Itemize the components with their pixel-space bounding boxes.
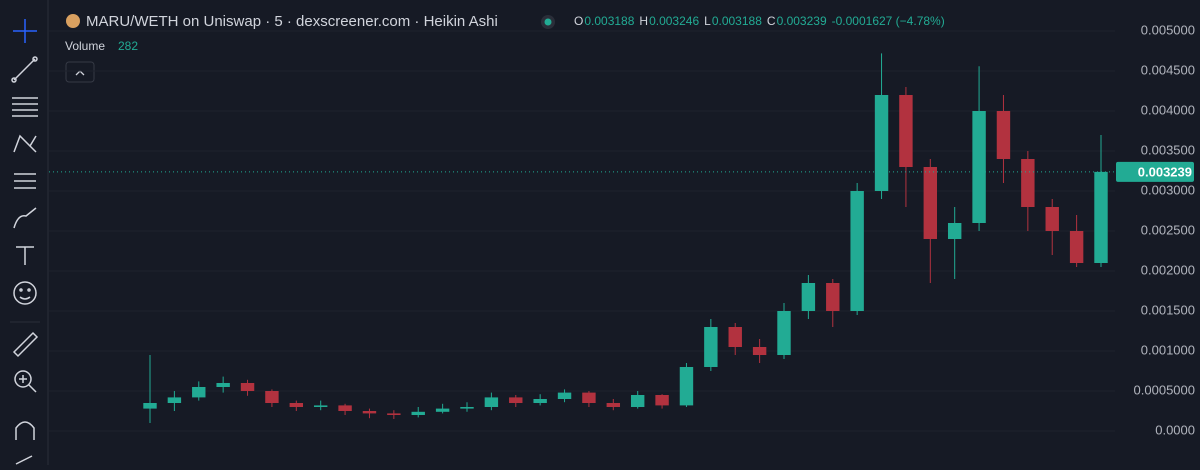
candle-body [850, 191, 864, 311]
candle-body [167, 397, 182, 403]
candle-body [655, 395, 669, 406]
y-tick-label: 0.003000 [1141, 182, 1195, 197]
candle-body [606, 403, 621, 407]
candle-body [1021, 159, 1035, 207]
candle-body [216, 383, 230, 387]
candle-body [777, 311, 791, 355]
ohlc-key: C [767, 14, 776, 28]
candle-body [630, 395, 645, 407]
candle-body [192, 387, 206, 398]
candle-body [387, 413, 401, 415]
candle-body [728, 327, 742, 347]
y-tick-label: 0.004000 [1141, 102, 1195, 117]
candle-body [460, 407, 474, 409]
ohlc-value: 0.003188 [712, 14, 762, 28]
candle-body [509, 397, 523, 403]
candle-body [899, 95, 913, 167]
candle-body [435, 408, 450, 412]
candle-body [679, 367, 694, 406]
candle-body [996, 111, 1011, 159]
candle-body [582, 392, 596, 403]
token-icon [66, 14, 80, 28]
candle-body [240, 383, 255, 391]
candle-body [313, 405, 328, 407]
candle-body [362, 411, 377, 414]
ohlc-legend: O 0.003188 H 0.003246 L 0.003188 C 0.003239 -0.0… [574, 14, 945, 28]
y-tick-label: 0.002500 [1141, 222, 1195, 237]
candle-body [972, 111, 986, 223]
candle-body [1094, 171, 1108, 263]
y-tick-label: 0.003500 [1141, 142, 1195, 157]
ohlc-key: H [639, 14, 648, 28]
ohlc-value: 0.003239 [777, 14, 827, 28]
y-tick-label: 0.005000 [1141, 22, 1195, 37]
candle-body [1045, 207, 1059, 231]
candle-body [1069, 231, 1084, 263]
candle-body [874, 95, 889, 191]
candle-body [704, 327, 718, 367]
collapse-button[interactable] [65, 61, 95, 83]
change-value: -0.0001627 (−4.78%) [832, 14, 945, 28]
y-tick-label: 0.002000 [1141, 262, 1195, 277]
y-tick-label: 0.001000 [1141, 342, 1195, 357]
y-tick-label: 0.0000 [1155, 422, 1195, 437]
ohlc-key: L [704, 14, 711, 28]
candle-body [923, 167, 938, 239]
ohlc-value: 0.003188 [584, 14, 634, 28]
status-dot [544, 18, 552, 26]
ohlc-value: 0.003246 [649, 14, 699, 28]
candle-body [265, 391, 279, 403]
candle-body [411, 411, 425, 415]
last-price-label: 0.003239 [1138, 164, 1192, 179]
candle-body [826, 283, 840, 311]
volume-label: Volume [65, 39, 105, 53]
chart-title: MARU/WETH on Uniswap · 5 · dexscreener.c… [86, 13, 498, 30]
candle-body [338, 405, 352, 411]
y-tick-label: 0.0005000 [1134, 382, 1195, 397]
y-tick-label: 0.004500 [1141, 62, 1195, 77]
last-price-box [1116, 161, 1194, 182]
y-tick-label: 0.001500 [1141, 302, 1195, 317]
candle-body [289, 403, 304, 407]
candle-body [752, 347, 767, 355]
candle-body [143, 403, 157, 409]
toolbar-icons[interactable] [10, 19, 40, 465]
ohlc-key: O [574, 14, 583, 28]
candle-body [533, 399, 547, 403]
volume-value: 282 [118, 39, 138, 53]
candle-body [557, 392, 572, 399]
candle-body [947, 223, 962, 239]
candle-body [801, 283, 816, 311]
candle-body [484, 397, 499, 407]
